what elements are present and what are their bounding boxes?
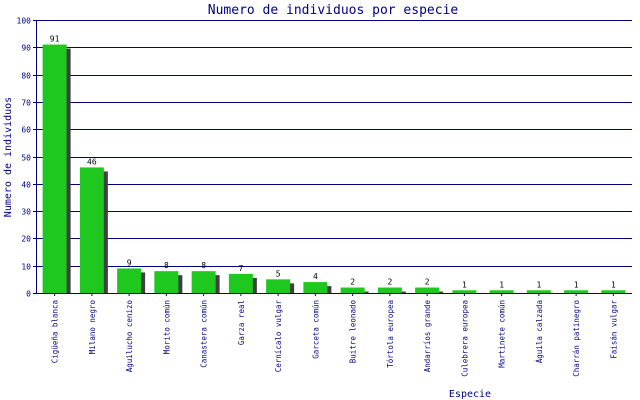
y-tick-label: 20 — [21, 235, 31, 244]
bar — [42, 44, 67, 293]
value-label: 2 — [425, 278, 430, 287]
value-label: 1 — [536, 280, 541, 289]
value-label: 1 — [499, 280, 504, 289]
y-tick-labels: 0 10 20 30 40 50 60 70 80 90 100 — [17, 17, 32, 299]
bar — [564, 290, 589, 293]
bars — [42, 44, 626, 293]
x-tick-labels: Cigüeña blanca Milano negro Aguilucho ceni… — [51, 300, 619, 377]
bar — [79, 167, 104, 293]
value-label: 1 — [611, 280, 616, 289]
bar — [154, 271, 179, 293]
y-tick-label: 10 — [21, 263, 31, 272]
bar — [117, 268, 142, 293]
x-tick-label: Andarríos grande — [423, 300, 432, 373]
bar — [452, 290, 477, 293]
value-label: 1 — [462, 280, 467, 289]
x-tick-label: Charrán patinegro — [572, 300, 581, 377]
value-label: 1 — [574, 280, 579, 289]
x-tick-label: Martinete común — [498, 300, 507, 368]
x-tick-label: Cigüeña blanca — [51, 300, 60, 363]
x-tick-label: Garceta común — [311, 300, 320, 359]
bar — [377, 287, 402, 293]
x-axis-label: Especie — [449, 389, 491, 400]
x-tick-label: Garza real — [237, 300, 246, 345]
y-tick-label: 60 — [21, 126, 31, 135]
bar — [303, 282, 328, 293]
x-tick-label: Faisán vulgar — [609, 300, 618, 359]
y-tick-label: 30 — [21, 208, 31, 217]
value-label: 46 — [87, 157, 97, 166]
x-tick-label: Morito común — [162, 300, 171, 354]
value-label: 9 — [127, 258, 132, 267]
bar — [489, 290, 514, 293]
bar — [340, 287, 365, 293]
bar — [526, 290, 551, 293]
y-tick-label: 70 — [21, 99, 31, 108]
value-labels: 91 46 9 8 8 7 5 4 2 2 2 1 1 1 1 1 — [50, 35, 616, 290]
bar — [415, 287, 440, 293]
y-tick-label: 40 — [21, 181, 31, 190]
x-tick-label: Aguilucho cenizo — [125, 300, 134, 373]
value-label: 91 — [50, 35, 60, 44]
axes — [33, 20, 632, 296]
value-label: 2 — [350, 278, 355, 287]
chart-title: Numero de individuos por especie — [208, 3, 459, 18]
value-label: 4 — [313, 272, 318, 281]
y-tick-label: 80 — [21, 72, 31, 81]
y-tick-label: 100 — [17, 17, 32, 26]
x-tick-label: Águila calzada — [535, 300, 544, 363]
x-tick-label: Cernícalo vulgar — [274, 300, 283, 373]
grid-lines — [36, 20, 632, 267]
bar — [266, 279, 291, 293]
x-tick-label: Buitre leonado — [349, 300, 358, 364]
y-tick-label: 0 — [26, 290, 31, 299]
x-tick-label: Tórtola europea — [386, 300, 395, 368]
value-label: 5 — [276, 269, 281, 278]
value-label: 8 — [201, 261, 206, 270]
x-tick-label: Culebrera europea — [460, 300, 469, 377]
y-axis-label: Numero de individuos — [3, 97, 14, 217]
bar — [601, 290, 626, 293]
bar — [228, 273, 253, 293]
x-tick-label: Milano negro — [88, 300, 97, 355]
y-tick-label: 90 — [21, 44, 31, 53]
value-label: 7 — [238, 264, 243, 273]
value-label: 2 — [387, 278, 392, 287]
value-label: 8 — [164, 261, 169, 270]
bar — [191, 271, 216, 293]
x-tick-label: Canastera común — [200, 300, 209, 368]
y-tick-label: 50 — [21, 154, 31, 163]
